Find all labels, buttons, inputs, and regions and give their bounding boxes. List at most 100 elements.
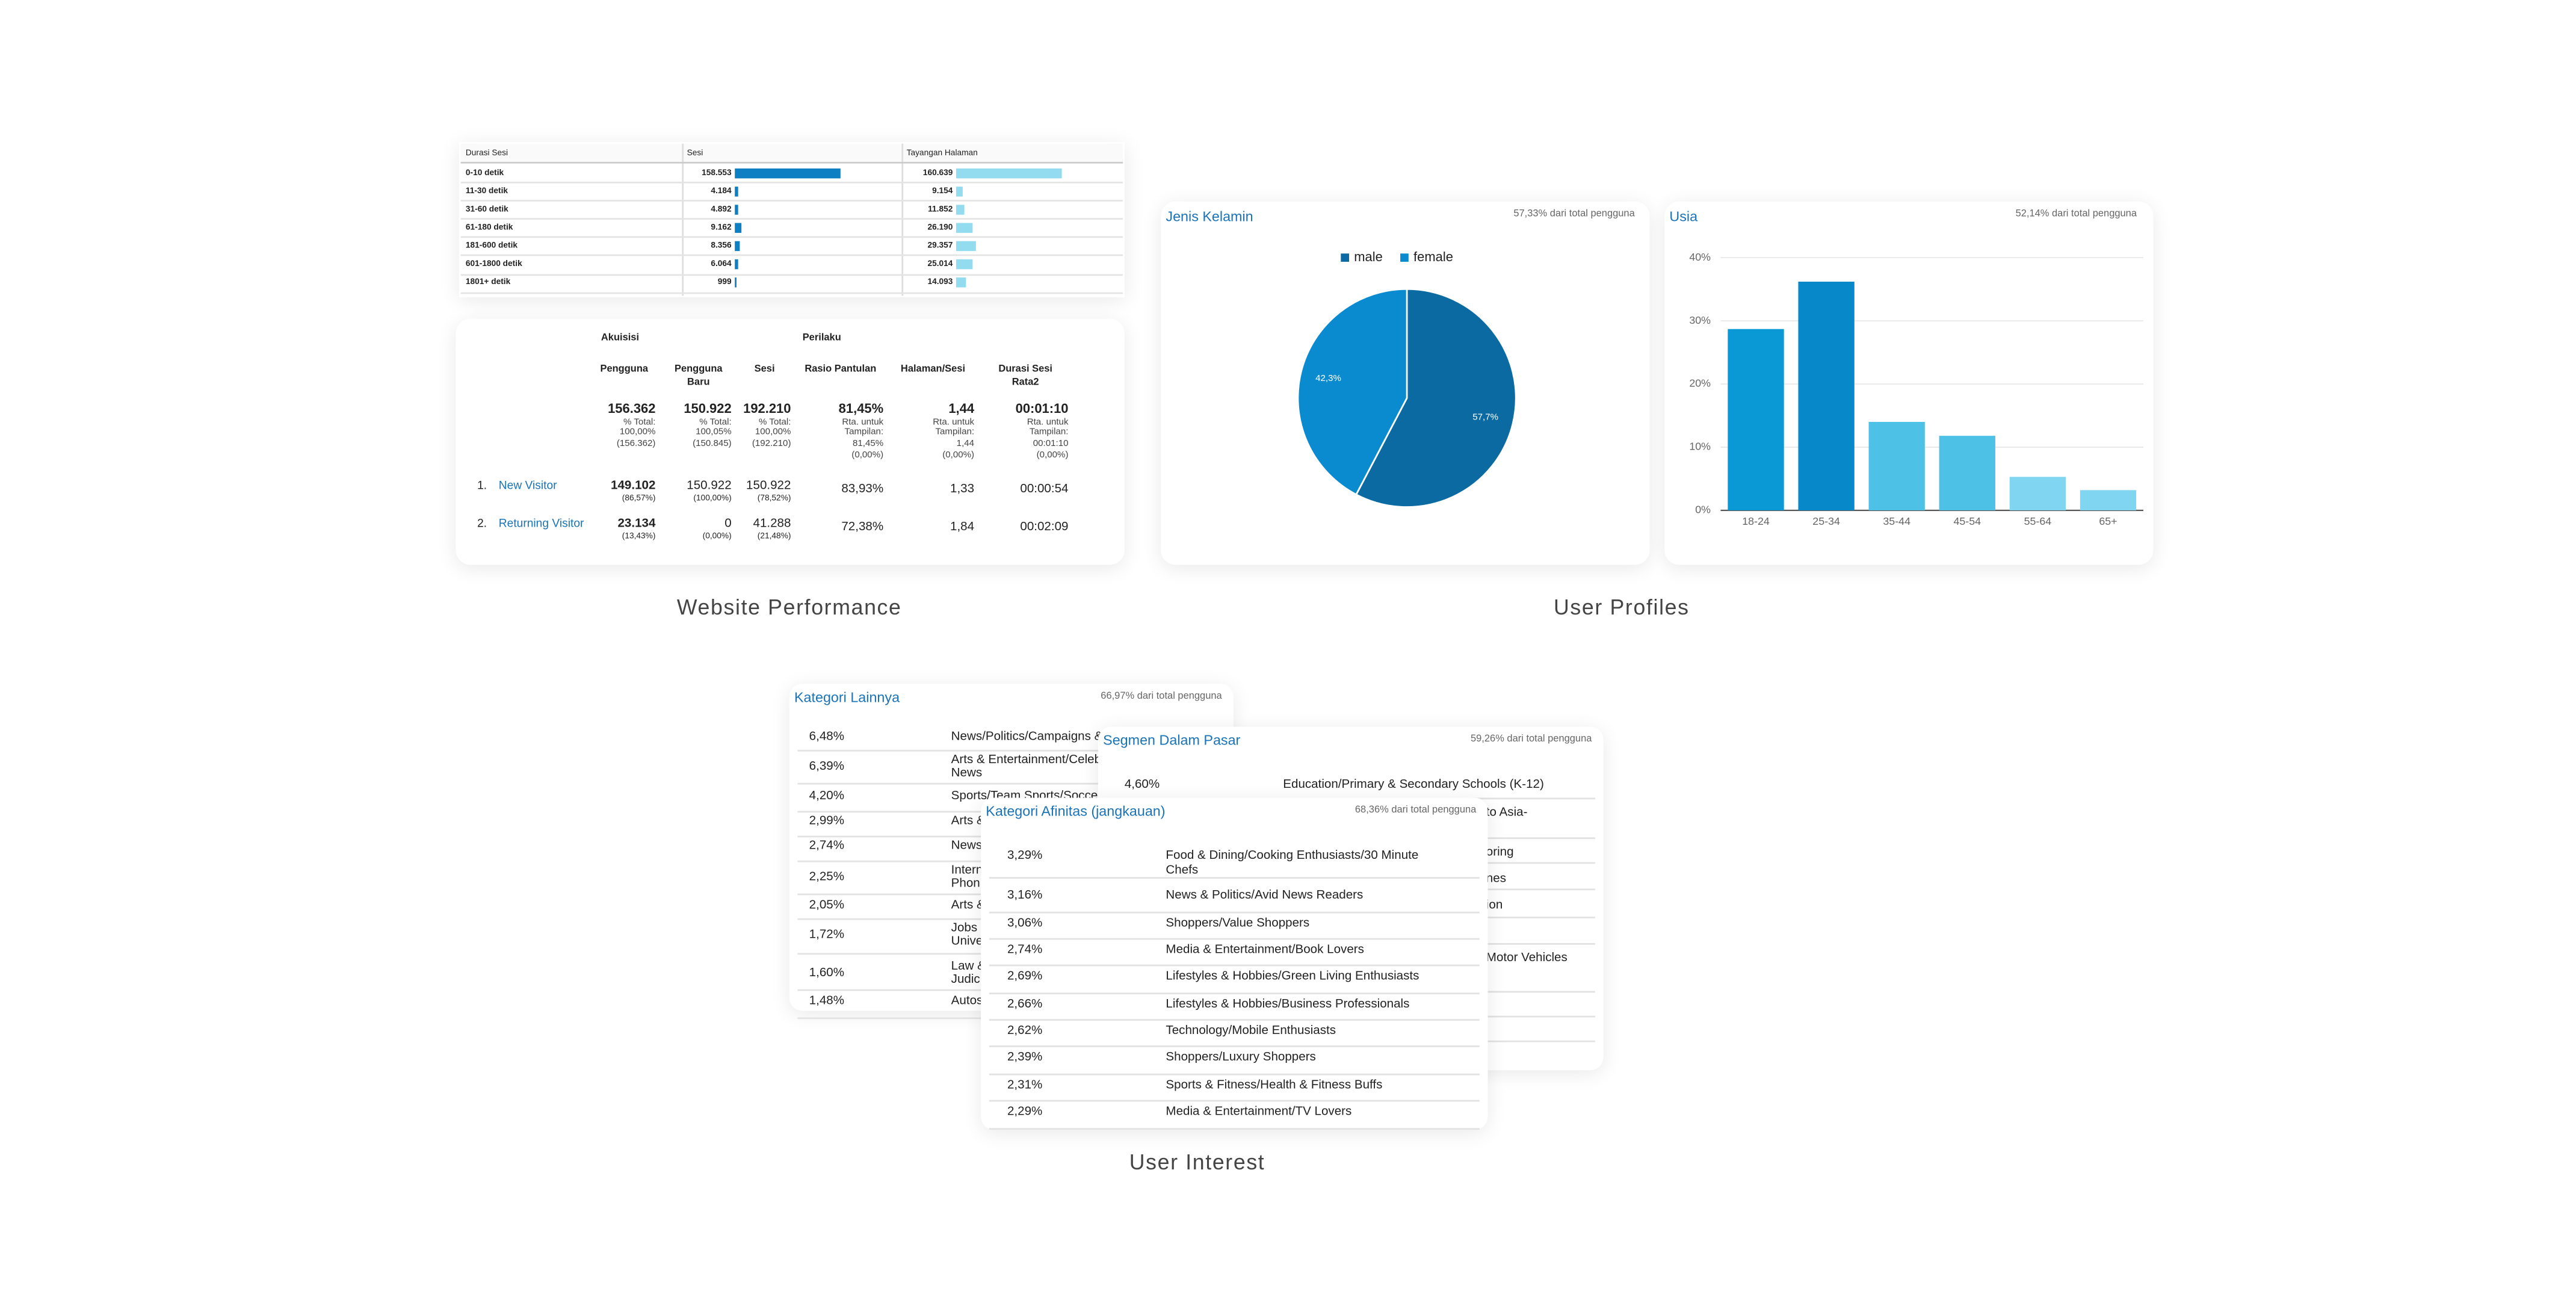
row-percent: 2,62% bbox=[1007, 1021, 1043, 1037]
row-percent: 3,16% bbox=[1007, 886, 1043, 901]
cell-note: (0,00%) bbox=[702, 531, 732, 541]
row-link[interactable]: Returning Visitor bbox=[498, 518, 584, 530]
column-header: Rasio Pantulan bbox=[805, 365, 877, 376]
cell-value: 26.190 bbox=[927, 222, 953, 233]
cell-value: 25.014 bbox=[927, 259, 953, 270]
row-divider bbox=[989, 964, 1480, 966]
total-note: % Total: bbox=[699, 417, 732, 427]
row-category: Arts & bbox=[951, 811, 985, 827]
row-category: Shoppers/Luxury Shoppers bbox=[1166, 1048, 1316, 1063]
row-label: 11-30 detik bbox=[465, 185, 508, 196]
bar bbox=[1939, 436, 1995, 510]
inline-bar bbox=[735, 167, 841, 178]
x-tick-label: 25-34 bbox=[1812, 515, 1840, 527]
row-label: 1801+ detik bbox=[465, 277, 511, 288]
total-value: 156.362 bbox=[608, 401, 656, 417]
total-note: 100,05% bbox=[696, 428, 732, 439]
row-category: Sports & Fitness/Health & Fitness Buffs bbox=[1166, 1076, 1383, 1091]
session-table: Durasi Sesi Sesi Tayangan Halaman 0-10 deti… bbox=[459, 142, 1125, 297]
cell-value: 00:02:09 bbox=[1020, 518, 1069, 533]
total-value: 150.922 bbox=[684, 401, 732, 417]
row-category: Law & bbox=[951, 957, 986, 972]
inline-bar bbox=[956, 277, 966, 288]
row-percent: 1,48% bbox=[809, 991, 845, 1007]
y-tick-label: 10% bbox=[1689, 441, 1711, 453]
row-divider bbox=[460, 273, 1123, 274]
y-tick-label: 0% bbox=[1695, 504, 1711, 516]
interest-card: Kategori Afinitas (jangkauan) 68,36% dari… bbox=[981, 797, 1488, 1130]
row-divider bbox=[460, 161, 1123, 163]
bar bbox=[2009, 477, 2066, 510]
row-percent: 2,69% bbox=[1007, 967, 1043, 982]
row-category: News bbox=[951, 836, 983, 852]
row-percent: 2,31% bbox=[1007, 1076, 1043, 1091]
row-link[interactable]: New Visitor bbox=[498, 481, 557, 493]
cell-value: 00:00:54 bbox=[1020, 480, 1069, 496]
section-caption: User Profiles bbox=[1554, 595, 1690, 620]
row-percent: 2,25% bbox=[809, 868, 845, 884]
row-percent: 4,60% bbox=[1124, 775, 1160, 791]
row-category: Technology/Mobile Enthusiasts bbox=[1166, 1021, 1336, 1037]
section-caption: User Interest bbox=[1129, 1150, 1265, 1175]
total-note: Rta. untuk bbox=[842, 417, 884, 427]
cell-value: 149.102 bbox=[611, 477, 656, 492]
y-tick-label: 20% bbox=[1689, 377, 1711, 389]
pie-slice bbox=[1354, 288, 1517, 508]
legend-label: male bbox=[1354, 249, 1383, 264]
total-value: 81,45% bbox=[838, 401, 884, 417]
bar bbox=[1868, 422, 1925, 510]
inline-bar bbox=[956, 167, 1062, 178]
bar bbox=[1728, 329, 1784, 510]
row-label: 181-600 detik bbox=[465, 241, 518, 251]
inline-bar bbox=[956, 241, 975, 251]
row-label: 0-10 detik bbox=[465, 167, 504, 178]
row-category: Shoppers/Value Shoppers bbox=[1166, 914, 1310, 929]
row-percent: 3,29% bbox=[1007, 846, 1043, 862]
row-divider bbox=[989, 911, 1480, 912]
column-header: Sesi bbox=[754, 365, 775, 376]
pie-slice bbox=[1297, 288, 1408, 496]
row-category: Phon bbox=[951, 875, 980, 891]
row-percent: 6,39% bbox=[809, 757, 845, 773]
age-card: Usia 52,14% dari total pengguna 0% 10% 20% 30… bbox=[1664, 201, 2154, 565]
y-tick-label: 30% bbox=[1689, 314, 1711, 326]
total-note: 1,44 bbox=[956, 439, 975, 450]
legend-swatch bbox=[1341, 253, 1350, 262]
total-note: (0,00%) bbox=[851, 450, 884, 460]
cell-value: 9.154 bbox=[932, 185, 953, 196]
row-percent: 2,05% bbox=[809, 896, 845, 911]
column-header: Sesi bbox=[687, 147, 703, 158]
total-note: Tampilan: bbox=[935, 428, 975, 439]
column-header: Pengguna Baru bbox=[674, 365, 723, 388]
row-category: Media & Entertainment/Book Lovers bbox=[1166, 940, 1364, 956]
bar bbox=[2080, 490, 2137, 510]
card-subtitle: 57,33% dari total pengguna bbox=[1513, 210, 1635, 221]
row-category: Food & Dining/Cooking Enthusiasts/30 Min… bbox=[1166, 846, 1419, 876]
row-category: Unive bbox=[951, 933, 983, 949]
column-divider bbox=[901, 143, 903, 296]
row-category: Autos bbox=[951, 991, 983, 1007]
gender-card: Jenis Kelamin 57,33% dari total pengguna 5… bbox=[1161, 201, 1650, 565]
total-note: % Total: bbox=[623, 417, 656, 427]
row-divider bbox=[797, 783, 1226, 784]
card-title: Usia bbox=[1669, 208, 1698, 224]
row-percent: 6,48% bbox=[809, 727, 845, 743]
section-caption: Website Performance bbox=[676, 595, 902, 620]
row-divider bbox=[989, 991, 1480, 993]
row-percent: 3,06% bbox=[1007, 914, 1043, 929]
cell-value: 9.162 bbox=[711, 222, 732, 233]
inline-bar bbox=[735, 222, 741, 233]
cell-value: 0 bbox=[724, 514, 732, 530]
legend-swatch bbox=[1400, 253, 1409, 262]
row-divider bbox=[460, 255, 1123, 256]
row-category: Media & Entertainment/TV Lovers bbox=[1166, 1102, 1352, 1118]
row-divider bbox=[460, 218, 1123, 220]
row-percent: 2,74% bbox=[1007, 940, 1043, 956]
cell-value: 999 bbox=[717, 277, 732, 288]
row-category: Judic bbox=[951, 971, 980, 986]
row-label: 601-1800 detik bbox=[465, 259, 522, 270]
slice-label: 42,3% bbox=[1315, 373, 1341, 383]
inline-bar bbox=[956, 222, 974, 233]
total-note: 100,00% bbox=[619, 428, 656, 439]
row-category: Intern bbox=[951, 861, 983, 876]
